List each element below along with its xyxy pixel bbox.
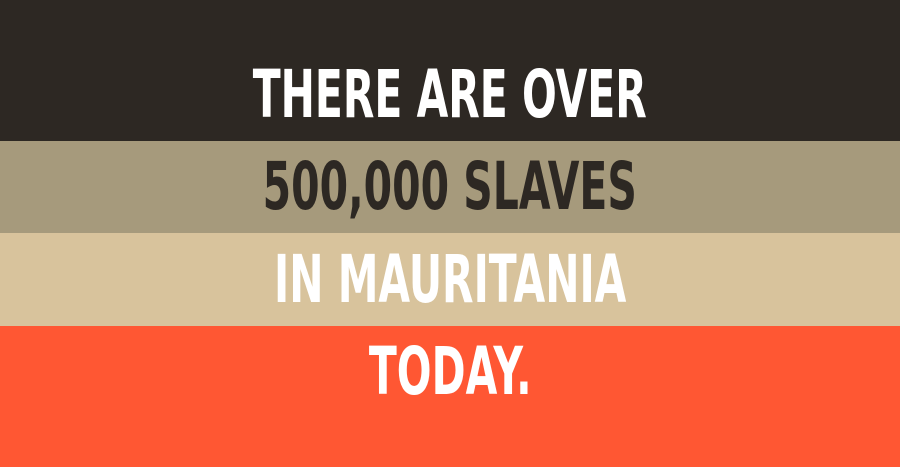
headline-line-1: THERE ARE OVER [252,55,648,133]
band-taupe: 500,000 SLAVES [0,141,900,233]
band-dark: THERE ARE OVER [0,0,900,141]
band-beige: IN MAURITANIA [0,233,900,326]
band-orange: TODAY. [0,326,900,467]
headline-line-3: IN MAURITANIA [273,240,627,318]
headline-line-4: TODAY. [368,332,532,410]
headline-line-2: 500,000 SLAVES [262,148,638,225]
